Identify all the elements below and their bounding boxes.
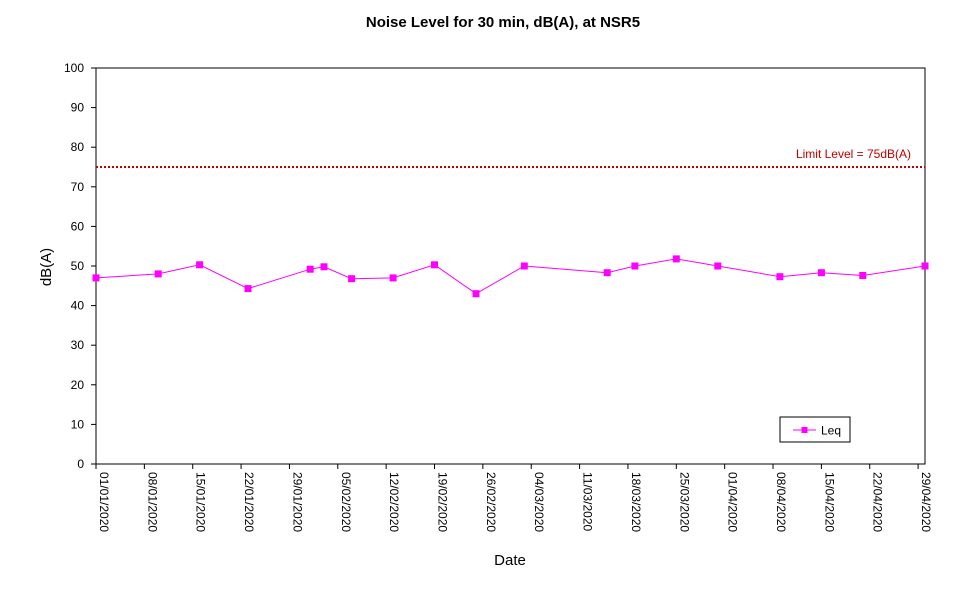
series-layer: [92, 255, 929, 298]
data-point: [389, 274, 397, 282]
y-tick-label: 20: [71, 378, 85, 392]
y-tick-label: 60: [71, 219, 85, 233]
data-point: [776, 273, 784, 281]
x-tick-label: 05/02/2020: [339, 472, 353, 532]
legend: Leq: [779, 416, 851, 443]
y-tick-label: 40: [71, 299, 85, 313]
data-point: [859, 272, 867, 279]
data-point: [817, 269, 825, 277]
x-tick-label: 08/04/2020: [774, 472, 788, 532]
y-axis-title: dB(A): [38, 248, 55, 286]
legend-marker-leq: [801, 427, 808, 433]
x-tick-label: 01/01/2020: [97, 472, 111, 532]
data-point: [196, 261, 204, 269]
x-axis: 01/01/2020 08/01/2020 15/01/2020 22/01/2020…: [95, 464, 933, 532]
y-tick-label: 100: [64, 61, 84, 75]
x-tick-label: 12/02/2020: [387, 472, 401, 532]
y-tick-label: 70: [71, 180, 85, 194]
limit-level-label: Limit Level = 75dB(A): [796, 147, 911, 161]
data-point: [472, 290, 480, 298]
data-point: [244, 285, 252, 293]
data-point: [306, 265, 314, 273]
x-tick-label: 15/04/2020: [822, 472, 836, 532]
x-axis-title: Date: [494, 552, 526, 569]
data-point: [921, 262, 929, 270]
x-tick-label: 18/03/2020: [629, 472, 643, 532]
y-tick-label: 30: [71, 338, 85, 352]
x-tick-label: 22/01/2020: [242, 472, 256, 532]
y-tick-label: 50: [71, 259, 85, 273]
data-point: [520, 262, 528, 270]
y-tick-label: 90: [71, 101, 85, 115]
data-point: [672, 255, 680, 263]
x-tick-label: 08/01/2020: [145, 472, 159, 532]
data-point: [92, 274, 100, 282]
data-point: [714, 262, 722, 270]
data-point: [603, 269, 611, 277]
x-tick-label: 19/02/2020: [436, 472, 450, 532]
x-tick-label: 29/01/2020: [290, 472, 304, 532]
x-tick-label: 25/03/2020: [677, 472, 691, 532]
data-point: [431, 261, 438, 269]
x-tick-label: 01/04/2020: [726, 472, 740, 532]
x-tick-label: 04/03/2020: [532, 472, 546, 532]
x-tick-label: 15/01/2020: [194, 472, 208, 532]
y-tick-label: 80: [71, 140, 85, 154]
x-tick-label: 29/04/2020: [919, 472, 933, 532]
x-tick-label: 22/04/2020: [871, 472, 885, 532]
legend-label-leq: Leq: [821, 424, 841, 438]
data-point: [154, 270, 162, 278]
data-point: [348, 275, 356, 283]
x-tick-label: 26/02/2020: [484, 472, 498, 532]
data-point: [320, 263, 328, 271]
data-point: [631, 262, 639, 270]
y-axis: 0 10 20 30 40 50 60 70 80 90 100: [64, 61, 96, 471]
x-tick-label: 11/03/2020: [581, 472, 595, 531]
reference-lines: Limit Level = 75dB(A): [96, 147, 925, 168]
chart-title: Noise Level for 30 min, dB(A), at NSR5: [366, 14, 640, 31]
y-tick-label: 0: [77, 457, 84, 471]
y-tick-label: 10: [71, 417, 85, 431]
plot-area: [95, 67, 926, 465]
